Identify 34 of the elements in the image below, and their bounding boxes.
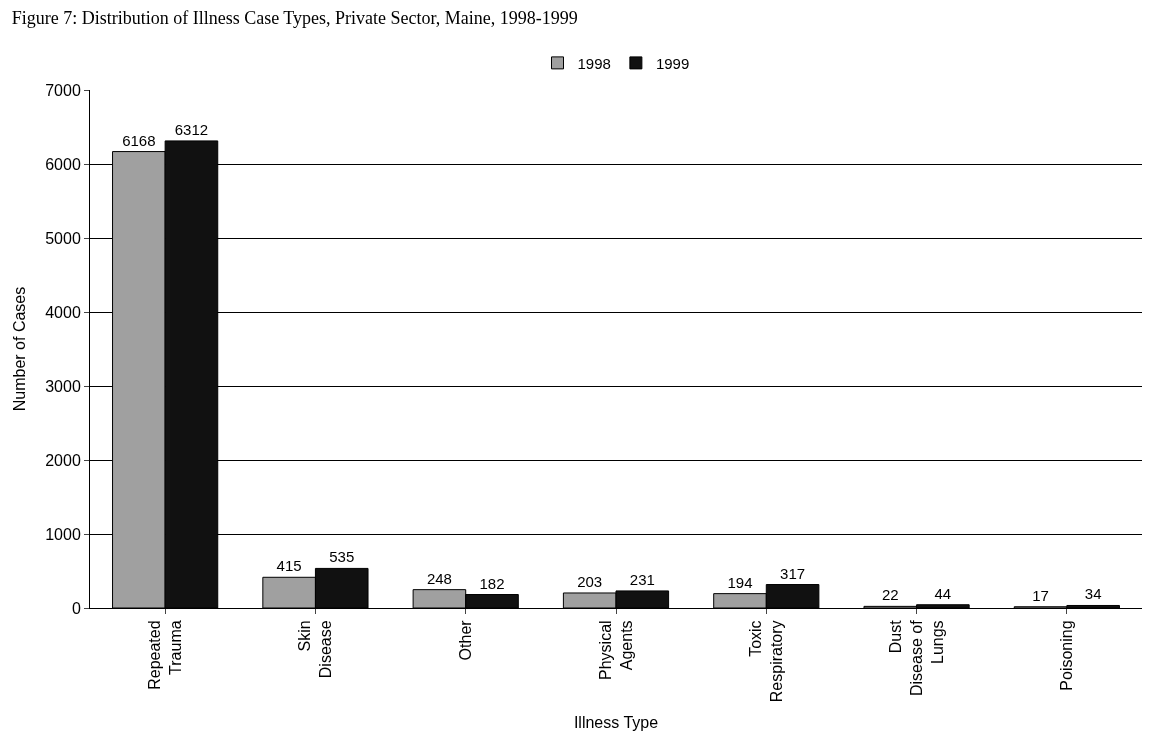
y-axis-title: Number of Cases bbox=[11, 286, 29, 412]
x-tick-label: Toxic Respiratory bbox=[747, 620, 785, 703]
x-tick-label: Physical Agents bbox=[596, 620, 635, 680]
data-label: 182 bbox=[479, 574, 505, 592]
data-label: 317 bbox=[780, 564, 806, 582]
y-tick-label: 3000 bbox=[45, 377, 81, 395]
y-tick-label: 5000 bbox=[45, 229, 81, 247]
legend-label: 1999 bbox=[655, 54, 690, 72]
data-label: 6312 bbox=[174, 120, 209, 138]
data-label: 248 bbox=[426, 569, 452, 587]
x-tick-label: Dust Disease of Lungs bbox=[886, 619, 946, 696]
chart-title: Figure 7: Distribution of Illness Case Types, Private Sector, Maine, 1998-1999 bbox=[11, 7, 578, 28]
x-tick-label: Skin Disease bbox=[296, 620, 335, 679]
data-label: 203 bbox=[577, 572, 603, 590]
y-tick-label: 7000 bbox=[45, 81, 81, 99]
data-label: 44 bbox=[934, 584, 952, 602]
data-label: 22 bbox=[881, 586, 899, 604]
data-label: 6168 bbox=[122, 131, 156, 149]
x-tick-label: Other bbox=[456, 619, 474, 661]
x-tick-label: Repeated Trauma bbox=[145, 620, 184, 690]
data-label: 34 bbox=[1084, 585, 1102, 603]
x-axis-title: Illness Type bbox=[573, 713, 659, 731]
data-label: 17 bbox=[1032, 586, 1049, 604]
y-tick-label: 6000 bbox=[45, 155, 81, 173]
data-label: 231 bbox=[629, 570, 655, 588]
y-tick-label: 0 bbox=[71, 599, 81, 617]
x-tick-label: Poisoning bbox=[1058, 620, 1076, 691]
legend-label: 1998 bbox=[577, 54, 611, 72]
data-label: 535 bbox=[329, 548, 355, 566]
data-label: 194 bbox=[727, 573, 753, 591]
data-label: 415 bbox=[276, 557, 302, 575]
y-tick-label: 1000 bbox=[45, 525, 81, 543]
y-tick-label: 4000 bbox=[45, 303, 81, 321]
y-tick-label: 2000 bbox=[45, 451, 81, 469]
